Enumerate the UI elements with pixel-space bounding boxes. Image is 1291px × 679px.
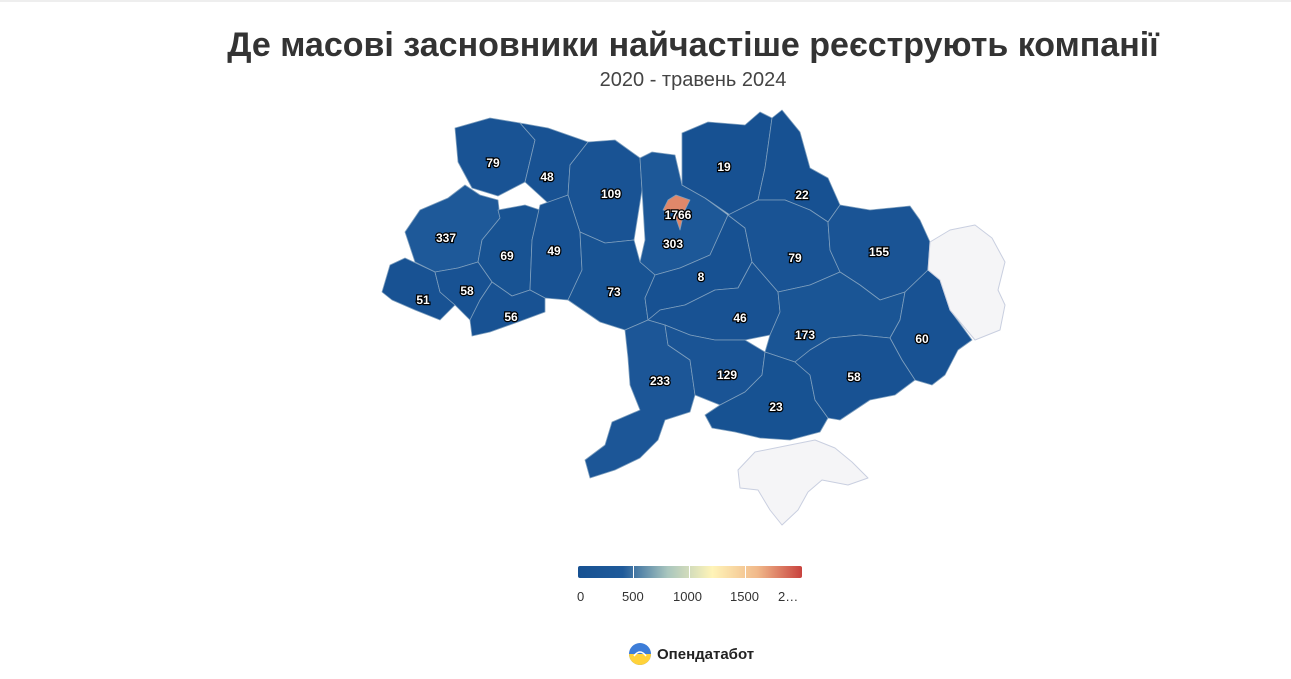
opendatabot-logo-icon	[629, 643, 651, 665]
region-value-label-zakarp: 51	[416, 293, 430, 307]
region-value-label-rivne: 48	[540, 170, 554, 184]
region-value-label-lviv: 337	[436, 231, 456, 245]
region-value-label-kharkiv: 155	[869, 245, 889, 259]
brand-footer: Опендатабот	[628, 642, 754, 666]
region-kyivcity	[662, 194, 691, 231]
region-value-label-kherson: 23	[769, 400, 783, 414]
legend-tick-mark	[689, 566, 690, 578]
region-value-label-ivfrank: 58	[460, 284, 474, 298]
region-value-label-cherkasy: 8	[698, 270, 705, 284]
region-value-label-vinnytsia: 73	[607, 285, 621, 299]
legend-label-2000: 2…	[778, 589, 799, 604]
legend-label-1500: 1500	[730, 589, 759, 604]
page-subtitle: 2020 - травень 2024	[599, 69, 787, 91]
region-zapor	[794, 334, 916, 421]
region-value-label-dnipro: 173	[795, 328, 815, 342]
legend-label-500: 500	[622, 589, 644, 604]
region-value-label-kirov: 46	[733, 311, 747, 325]
region-value-label-khmel: 49	[547, 244, 561, 258]
region-value-label-chernihiv: 19	[717, 160, 731, 174]
region-value-label-mykolaiv: 129	[717, 368, 737, 382]
legend-label-1000: 1000	[673, 589, 702, 604]
region-crimea	[737, 439, 869, 526]
region-value-label-volyn: 79	[486, 156, 500, 170]
legend-tick-mark	[745, 566, 746, 578]
page-title: Де масові засновники найчастіше реєструю…	[227, 26, 1159, 64]
top-divider	[0, 0, 1291, 2]
region-chernivtsi	[469, 281, 546, 337]
region-value-label-sumy: 22	[795, 188, 809, 202]
region-donetsk	[927, 224, 1006, 341]
region-value-label-kyivcity: 1766	[665, 208, 692, 222]
region-value-label-zapor: 58	[847, 370, 861, 384]
region-value-label-ternopil: 69	[500, 249, 514, 263]
region-value-label-luhansk: 60	[915, 332, 929, 346]
region-value-label-chernivtsi: 56	[504, 310, 518, 324]
legend-label-0: 0	[577, 589, 585, 604]
legend-tick-mark	[633, 566, 634, 578]
region-value-label-zhytomyr: 109	[601, 187, 621, 201]
brand-name: Опендатабот	[657, 645, 755, 663]
region-vinnytsia	[567, 231, 656, 331]
region-value-label-kyivobl: 303	[663, 237, 683, 251]
color-scale-legend	[578, 566, 802, 578]
region-value-label-poltava: 79	[788, 251, 802, 265]
region-value-label-odesa: 233	[650, 374, 670, 388]
